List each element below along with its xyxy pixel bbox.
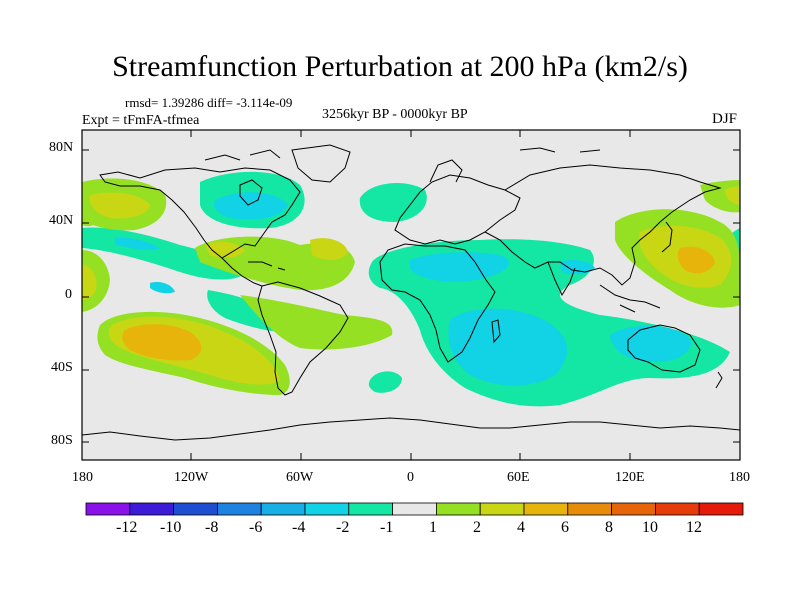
colorbar-label: -10 — [160, 519, 182, 536]
colorbar-box — [523, 502, 569, 516]
coast-scandinavia — [429, 159, 463, 183]
lat-label-80s: 80S — [51, 433, 73, 448]
coast-asia — [484, 164, 722, 286]
lat-label-40s: 40S — [51, 360, 73, 375]
lon-label-180e: 180 — [729, 470, 750, 485]
lat-label-0: 0 — [65, 287, 72, 302]
coast-nz — [715, 371, 723, 389]
lon-label-120e: 120E — [615, 470, 645, 485]
coast-arctic-islands — [204, 147, 601, 161]
coast-hudson — [239, 179, 263, 206]
coast-madagascar — [491, 319, 501, 344]
colorbar-box — [304, 502, 350, 516]
contour-pos-3 — [677, 246, 715, 274]
contour-pos-2 — [725, 186, 740, 205]
colorbar-box — [216, 502, 262, 516]
contour-neg-2 — [115, 237, 160, 250]
contour-pos-2 — [205, 241, 245, 258]
colorbar-box — [611, 502, 656, 516]
colorbar-box — [173, 502, 218, 516]
axis-ticks — [82, 130, 740, 460]
colorbar-label: -2 — [336, 519, 350, 536]
lon-label-60w: 60W — [286, 470, 314, 485]
colorbar-box — [260, 502, 306, 516]
experiment-label: Expt = tFmFA-tfmea — [82, 113, 200, 128]
contour-neg-2 — [214, 192, 288, 220]
coast-south-america — [257, 281, 349, 396]
coast-north-america — [99, 167, 301, 259]
contour-neg-1 — [359, 183, 427, 222]
contour-pos-2 — [310, 238, 348, 260]
contour-pos-3 — [122, 324, 202, 361]
lon-label-60e: 60E — [507, 470, 530, 485]
colorbar-box — [85, 502, 131, 516]
colorbar-box — [129, 502, 175, 516]
colorbar-box — [392, 502, 437, 516]
period-label: 3256kyr BP - 0000kyr BP — [322, 107, 468, 122]
coast-greenland — [291, 144, 351, 183]
colorbar-label: 4 — [517, 519, 525, 536]
lon-label-180w: 180 — [72, 470, 93, 485]
season-label: DJF — [712, 111, 738, 127]
contour-pos-2 — [89, 192, 150, 219]
lat-label-40n: 40N — [49, 213, 74, 228]
colorbar — [85, 502, 744, 516]
coast-central-america — [221, 257, 263, 287]
coast-australia — [627, 324, 701, 373]
lon-label-120w: 120W — [174, 470, 209, 485]
colorbar-label: 10 — [642, 519, 658, 536]
contour-neg-2 — [560, 260, 595, 275]
map-title: Streamfunction Perturbation at 200 hPa (… — [112, 50, 688, 83]
coastlines — [82, 144, 740, 441]
colorbar-label: 12 — [686, 519, 702, 536]
coast-se-asia — [599, 284, 661, 313]
contour-neg-2 — [150, 282, 175, 294]
contour-neg-2 — [448, 308, 567, 386]
contour-neg-2 — [410, 252, 510, 282]
stats-label: rmsd= 1.39286 diff= -3.114e-09 — [125, 95, 293, 110]
colorbar-label: 1 — [429, 519, 437, 536]
colorbar-label: -6 — [249, 519, 263, 536]
contour-fill-layer — [82, 171, 740, 407]
colorbar-box — [655, 502, 700, 516]
colorbar-label: -12 — [116, 519, 138, 536]
colorbar-label: 6 — [561, 519, 569, 536]
coast-india — [547, 261, 576, 297]
colorbar-box — [435, 502, 481, 516]
colorbar-box — [479, 502, 525, 516]
lat-label-80n: 80N — [49, 140, 74, 155]
colorbar-label: 8 — [605, 519, 613, 536]
coast-caribbean — [248, 261, 286, 271]
colorbar-box — [567, 502, 612, 516]
coast-antarctica — [82, 417, 740, 441]
colorbar-label: -4 — [292, 519, 306, 536]
lon-label-0: 0 — [407, 470, 414, 485]
coast-africa — [379, 243, 496, 363]
colorbar-label: -1 — [380, 519, 394, 536]
colorbar-label: -8 — [205, 519, 219, 536]
contour-neg-1 — [368, 371, 402, 393]
contour-pos-1 — [240, 295, 393, 350]
contour-pos-1 — [82, 190, 100, 227]
contour-pos-2 — [82, 265, 97, 300]
colorbar-box — [698, 502, 744, 516]
coast-europe — [394, 174, 521, 245]
coast-japan — [661, 221, 673, 253]
colorbar-box — [348, 502, 393, 516]
colorbar-label: 2 — [473, 519, 481, 536]
